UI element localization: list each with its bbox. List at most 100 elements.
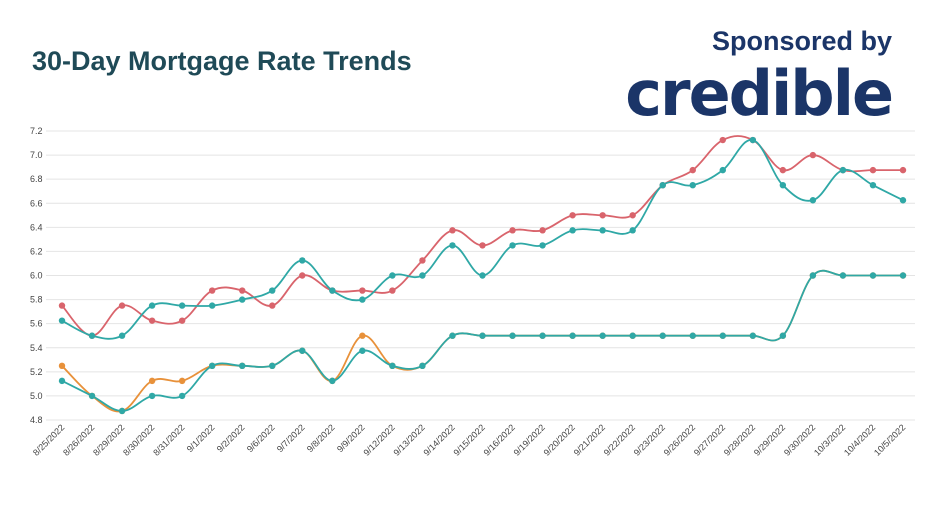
x-tick-label: 9/14/2022 (421, 422, 456, 457)
data-point (659, 181, 666, 189)
data-point (839, 272, 847, 279)
data-point (599, 332, 606, 339)
data-point (719, 166, 726, 174)
data-point (869, 272, 877, 279)
x-tick-label: 9/20/2022 (542, 422, 577, 457)
x-tick-label: 9/12/2022 (361, 422, 396, 457)
data-point (449, 242, 456, 249)
data-point (809, 151, 817, 159)
series-4 (58, 269, 907, 415)
x-tick-label: 8/31/2022 (151, 422, 186, 457)
data-point (599, 227, 606, 234)
data-point (809, 197, 817, 204)
data-point (178, 317, 186, 324)
data-point (88, 332, 96, 339)
data-point (419, 257, 426, 264)
x-tick-label: 9/23/2022 (632, 422, 667, 457)
series-1 (58, 135, 907, 339)
x-tick-label: 9/19/2022 (512, 422, 547, 457)
data-point (569, 227, 576, 234)
data-point (749, 136, 757, 144)
data-point (479, 242, 486, 249)
data-point (719, 332, 726, 339)
data-point (449, 227, 456, 234)
data-point (389, 287, 396, 294)
data-point (269, 302, 276, 309)
x-tick-label: 8/26/2022 (61, 422, 96, 457)
y-tick-label: 6.6 (30, 198, 43, 208)
y-tick-label: 7.0 (30, 150, 43, 160)
y-tick-label: 6.2 (30, 246, 43, 256)
y-axis-ticks: 4.8 5.0 5.2 5.4 5.6 5.8 6.0 6.2 6.4 6.6 6.8 7.0 7.2 (30, 126, 43, 425)
data-point (389, 272, 396, 279)
data-point (208, 302, 216, 309)
data-point (809, 272, 817, 279)
x-tick-label: 9/26/2022 (662, 422, 697, 457)
data-point (419, 362, 426, 370)
x-tick-label: 10/4/2022 (842, 422, 877, 457)
data-point (779, 166, 787, 174)
data-point (329, 377, 336, 385)
x-tick-label: 9/30/2022 (782, 422, 817, 457)
data-point (178, 392, 186, 400)
data-point (208, 362, 216, 370)
data-point (239, 362, 246, 370)
data-point (148, 317, 156, 324)
x-tick-label: 9/21/2022 (572, 422, 607, 457)
data-point (148, 302, 156, 309)
data-point (118, 407, 126, 415)
data-point (869, 181, 877, 189)
data-point (118, 302, 126, 309)
data-point (569, 212, 576, 219)
series-2 (58, 136, 907, 340)
data-point (88, 392, 96, 400)
x-tick-label: 8/30/2022 (121, 422, 156, 457)
y-tick-label: 5.0 (30, 391, 43, 401)
x-tick-label: 9/13/2022 (391, 422, 426, 457)
data-point (899, 272, 907, 279)
data-point (359, 287, 366, 294)
x-tick-label: 9/15/2022 (452, 422, 487, 457)
data-point (719, 136, 726, 144)
data-point (479, 332, 486, 339)
data-point (269, 287, 276, 294)
data-point (539, 227, 546, 234)
chart-gridlines (46, 130, 915, 421)
data-point (629, 227, 636, 234)
data-point (509, 227, 516, 234)
data-point (839, 166, 847, 174)
data-point (899, 197, 907, 204)
x-tick-label: 9/28/2022 (722, 422, 757, 457)
data-point (659, 332, 666, 339)
data-point (479, 272, 486, 279)
page-title: 30-Day Mortgage Rate Trends (32, 46, 412, 76)
data-point (509, 332, 516, 339)
y-tick-label: 5.6 (30, 319, 43, 329)
data-point (509, 242, 516, 249)
x-tick-label: 9/29/2022 (752, 422, 787, 457)
x-axis-ticks: 8/25/20228/26/20228/29/20228/30/20228/31… (31, 422, 907, 457)
data-point (779, 332, 787, 339)
y-tick-label: 6.4 (30, 222, 43, 232)
x-tick-label: 9/1/2022 (185, 422, 217, 454)
sponsor-block: Sponsored by credible (625, 26, 894, 125)
x-tick-label: 9/16/2022 (482, 422, 517, 457)
data-point (899, 166, 907, 174)
data-point (689, 166, 696, 174)
data-point (58, 362, 66, 370)
data-point (58, 377, 66, 385)
y-tick-label: 5.8 (30, 295, 43, 305)
x-tick-label: 10/3/2022 (812, 422, 847, 457)
data-point (269, 362, 276, 370)
data-point (329, 287, 336, 294)
data-point (359, 296, 366, 303)
data-point (58, 317, 66, 324)
data-point (178, 302, 186, 309)
data-point (419, 272, 426, 279)
chart-series (58, 135, 907, 415)
x-tick-label: 10/5/2022 (872, 422, 907, 457)
data-point (299, 272, 306, 279)
data-point (299, 257, 306, 264)
series-line (61, 139, 904, 340)
